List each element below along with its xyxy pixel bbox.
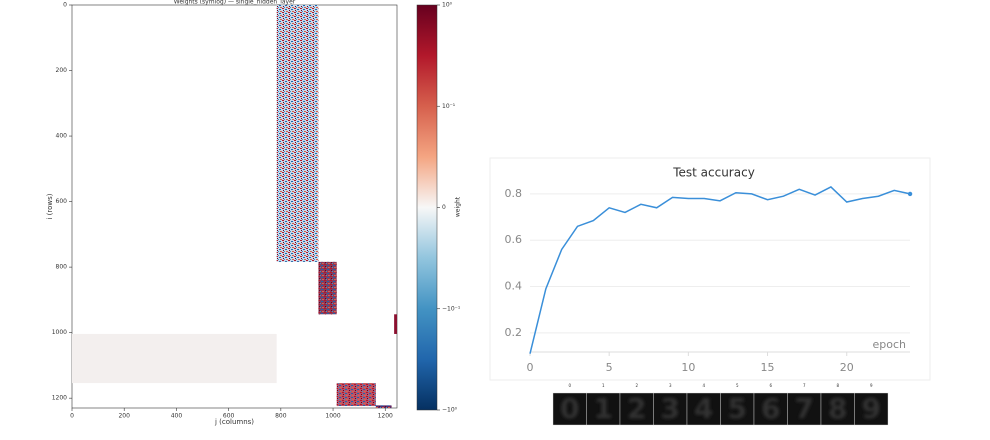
y-tick-label: 1200 [52,395,67,402]
digit-tile [753,392,788,426]
y-tick-label: 0.4 [505,280,523,293]
digit-tile [854,392,889,426]
x-axis-label: j (columns) [214,418,254,426]
image-caption: 6 [769,383,772,388]
y-tick-label: 400 [56,133,68,140]
y-tick-label: 800 [56,264,68,271]
y-tick-label: 0.6 [505,233,523,246]
x-tick-label: 1000 [325,413,340,420]
y-tick-label: 1000 [52,329,67,336]
image-caption: 2 [635,383,638,388]
digit-image: 9 [862,392,881,425]
weight-block [394,314,397,334]
colorbar-tick-label: −10⁰ [442,407,458,414]
y-tick-label: 200 [56,67,68,74]
digit-tile [619,392,654,426]
x-tick-label: 20 [840,361,854,374]
x-tick-label: 400 [171,413,183,420]
weight-block-texture [318,261,337,315]
chart-title: Test accuracy [672,166,755,180]
chart-title: Weights (symlog) — single_hidden_layer [174,0,296,6]
image-caption: 1 [602,383,605,388]
image-caption: 3 [669,383,672,388]
digit-image: 0 [560,392,579,425]
digit-tile [720,392,755,426]
x-tick-label: 15 [761,361,775,374]
y-tick-label: 0.8 [505,187,523,200]
x-tick-label: 800 [275,413,287,420]
digit-tile [787,392,822,426]
y-tick-label: 0.2 [505,326,523,339]
digit-tile [653,392,688,426]
image-caption: 0 [568,383,571,388]
digit-tile [820,392,855,426]
colorbar-tick-label: 10⁰ [442,2,453,9]
colorbar-tick-label: 0 [442,204,446,211]
image-caption: 8 [836,383,839,388]
colorbar [416,4,438,411]
digit-image: 6 [761,392,780,425]
colorbar-label: weight [455,196,462,217]
x-tick-label: 600 [223,413,235,420]
image-caption: 4 [702,383,705,388]
digit-image: 3 [661,392,680,425]
x-axis-label: epoch [873,338,907,351]
y-axis-label: i (rows) [46,193,54,219]
x-tick-label: 0 [527,361,534,374]
image-caption: 9 [870,383,873,388]
last-point [907,191,913,197]
x-tick-label: 200 [118,413,130,420]
digit-image: 8 [828,392,847,425]
weight-block-texture [336,383,376,407]
image-caption: 7 [803,383,806,388]
weight-block-texture [375,405,392,408]
digit-image: 4 [694,392,713,425]
x-tick-label: 5 [606,361,613,374]
x-tick-label: 10 [681,361,695,374]
y-tick-label: 600 [56,198,68,205]
digit-tile [686,392,721,426]
accuracy-line [529,186,911,354]
digit-image: 2 [627,392,646,425]
image-caption: 5 [736,383,739,388]
colorbar-tick-label: 10⁻¹ [442,103,456,110]
weight-block [72,333,277,384]
panel-card [489,157,931,381]
colorbar-tick-label: −10⁻¹ [442,305,461,312]
digit-image: 5 [728,392,747,425]
digit-tile [586,392,621,426]
y-tick-label: 0 [63,2,67,9]
x-tick-label: 1200 [378,413,393,420]
x-tick-label: 0 [70,413,74,420]
digit-image: 7 [795,392,814,425]
weight-block-texture [276,5,319,262]
digit-image: 1 [594,392,613,425]
